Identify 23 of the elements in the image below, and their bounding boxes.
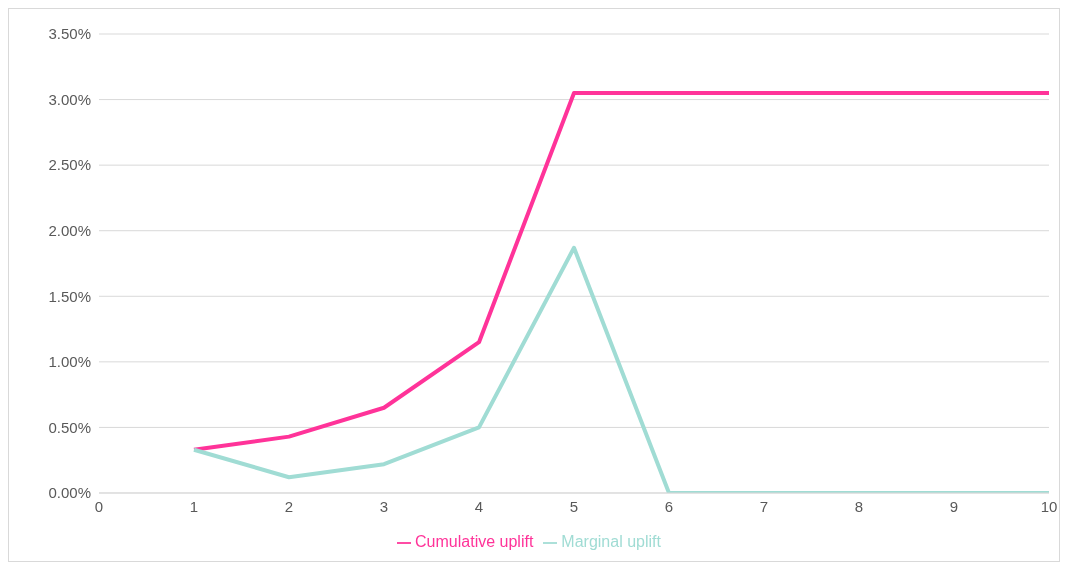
- x-tick-label: 1: [189, 497, 199, 515]
- y-tick-label: 2.50%: [48, 156, 91, 174]
- legend-label: Marginal uplift: [561, 533, 661, 550]
- y-tick-label: 1.00%: [48, 353, 91, 371]
- legend-label: Cumulative uplift: [415, 533, 534, 550]
- x-tick-label: 7: [759, 497, 769, 515]
- y-tick-label: 3.00%: [48, 90, 91, 108]
- x-tick-label: 6: [664, 497, 674, 515]
- y-tick-label: 1.50%: [48, 287, 91, 305]
- y-tick-label: 0.00%: [48, 484, 91, 502]
- x-tick-label: 10: [1040, 497, 1058, 515]
- x-tick-label: 9: [949, 497, 959, 515]
- x-tick-label: 4: [474, 497, 484, 515]
- x-tick-label: 0: [94, 497, 104, 515]
- y-tick-label: 3.50%: [48, 25, 91, 43]
- x-tick-label: 3: [379, 497, 389, 515]
- line-series: [192, 91, 1051, 452]
- y-tick-label: 2.00%: [48, 222, 91, 240]
- x-tick-label: 2: [284, 497, 294, 515]
- line-series: [192, 245, 1051, 493]
- x-tick-label: 8: [854, 497, 864, 515]
- x-tick-label: 5: [569, 497, 579, 515]
- y-tick-label: 0.50%: [48, 418, 91, 436]
